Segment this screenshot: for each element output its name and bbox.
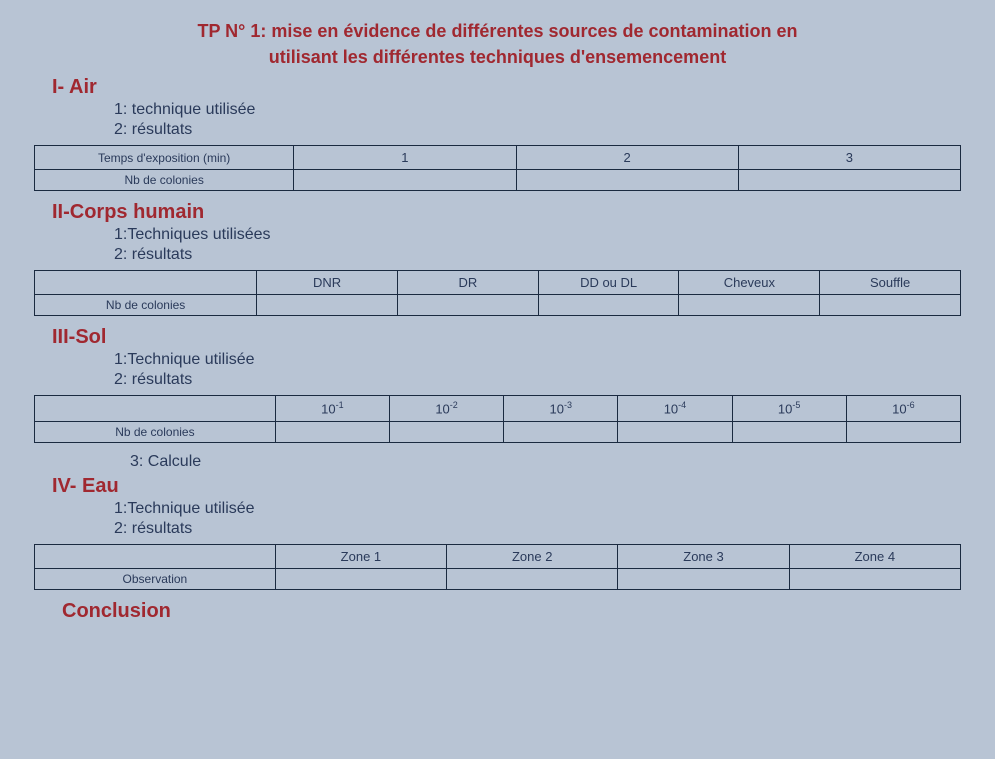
- data-cell: [679, 295, 820, 316]
- data-cell: [820, 295, 961, 316]
- row-label: [35, 396, 276, 421]
- column-header: Zone 4: [789, 544, 960, 568]
- section-3-sub-3: 3: Calcule: [130, 453, 961, 471]
- data-cell: [294, 170, 516, 191]
- section-1-sub-1: 1: technique utilisée: [114, 101, 961, 119]
- section-4-sub-2: 2: résultats: [114, 520, 961, 538]
- data-cell: [789, 568, 960, 589]
- data-cell: [397, 295, 538, 316]
- column-header: 10-5: [732, 396, 846, 421]
- data-cell: [538, 295, 679, 316]
- data-cell: [275, 568, 446, 589]
- dilution-exponent: -2: [450, 400, 458, 410]
- section-3-table: 10-110-210-310-410-510-6Nb de colonies: [34, 395, 961, 442]
- data-cell: [516, 170, 738, 191]
- conclusion-heading: Conclusion: [62, 600, 961, 623]
- title-line-1: TP N° 1: mise en évidence de différentes…: [197, 21, 797, 41]
- dilution-base: 10: [435, 402, 449, 417]
- column-header: DR: [397, 271, 538, 295]
- column-header: 1: [294, 146, 516, 170]
- row-label: Temps d'exposition (min): [35, 146, 294, 170]
- data-cell: [738, 170, 960, 191]
- column-header: 10-4: [618, 396, 732, 421]
- section-4-heading: IV- Eau: [52, 475, 961, 498]
- data-cell: [618, 421, 732, 442]
- row-label: Nb de colonies: [35, 421, 276, 442]
- data-cell: [504, 421, 618, 442]
- dilution-base: 10: [321, 402, 335, 417]
- row-label: [35, 271, 257, 295]
- section-1-heading: I- Air: [52, 76, 961, 99]
- column-header: 10-2: [389, 396, 503, 421]
- column-header: Zone 1: [275, 544, 446, 568]
- data-cell: [389, 421, 503, 442]
- column-header: 10-6: [846, 396, 960, 421]
- dilution-base: 10: [550, 402, 564, 417]
- section-1-table: Temps d'exposition (min)123 Nb de colonie…: [34, 145, 961, 191]
- section-2-heading: II-Corps humain: [52, 201, 961, 224]
- section-2-sub-1: 1:Techniques utilisées: [114, 226, 961, 244]
- column-header: 2: [516, 146, 738, 170]
- column-header: Zone 2: [447, 544, 618, 568]
- document-title: TP N° 1: mise en évidence de différentes…: [118, 18, 878, 70]
- row-label: Nb de colonies: [35, 170, 294, 191]
- section-4-table: Zone 1Zone 2Zone 3Zone 4 Observation: [34, 544, 961, 590]
- column-header: DNR: [257, 271, 398, 295]
- column-header: 3: [738, 146, 960, 170]
- column-header: 10-1: [275, 396, 389, 421]
- section-3-heading: III-Sol: [52, 326, 961, 349]
- data-cell: [275, 421, 389, 442]
- data-cell: [732, 421, 846, 442]
- data-cell: [257, 295, 398, 316]
- section-1-sub-2: 2: résultats: [114, 121, 961, 139]
- section-2-table: DNRDRDD ou DLCheveuxSouffle Nb de colonie…: [34, 270, 961, 316]
- dilution-exponent: -5: [792, 400, 800, 410]
- data-cell: [447, 568, 618, 589]
- row-label: Observation: [35, 568, 276, 589]
- row-label: Nb de colonies: [35, 295, 257, 316]
- column-header: 10-3: [504, 396, 618, 421]
- title-line-2: utilisant les différentes techniques d'e…: [269, 47, 726, 67]
- column-header: Cheveux: [679, 271, 820, 295]
- data-cell: [618, 568, 789, 589]
- column-header: Souffle: [820, 271, 961, 295]
- row-label: [35, 544, 276, 568]
- dilution-exponent: -4: [678, 400, 686, 410]
- dilution-exponent: -3: [564, 400, 572, 410]
- dilution-base: 10: [664, 402, 678, 417]
- data-cell: [846, 421, 960, 442]
- column-header: DD ou DL: [538, 271, 679, 295]
- dilution-exponent: -6: [907, 400, 915, 410]
- section-3-sub-1: 1:Technique utilisée: [114, 351, 961, 369]
- dilution-base: 10: [892, 402, 906, 417]
- column-header: Zone 3: [618, 544, 789, 568]
- dilution-exponent: -1: [336, 400, 344, 410]
- section-3-sub-2: 2: résultats: [114, 371, 961, 389]
- dilution-base: 10: [778, 402, 792, 417]
- section-2-sub-2: 2: résultats: [114, 246, 961, 264]
- section-4-sub-1: 1:Technique utilisée: [114, 500, 961, 518]
